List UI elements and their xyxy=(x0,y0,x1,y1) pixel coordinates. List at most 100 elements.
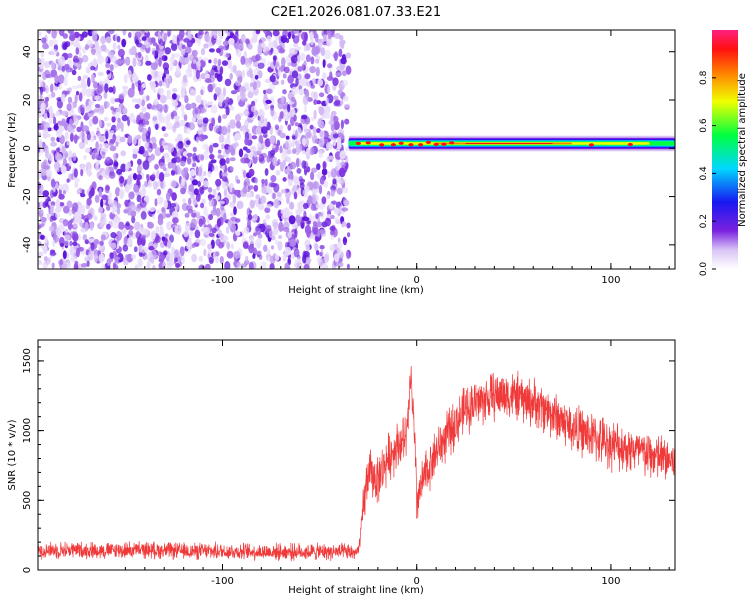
noise-blob xyxy=(183,230,189,238)
noise-blob xyxy=(291,30,299,34)
noise-blob xyxy=(83,155,87,160)
noise-blob xyxy=(108,171,116,179)
noise-blob xyxy=(180,187,186,195)
colorbar-ticks: 0.0 0.2 0.4 0.6 0.8 xyxy=(699,70,716,276)
noise-blob xyxy=(143,228,149,236)
noise-blob xyxy=(48,225,55,232)
noise-blob xyxy=(114,98,121,103)
noise-blob xyxy=(220,204,225,211)
noise-blob xyxy=(80,106,85,114)
noise-blob xyxy=(207,101,213,106)
noise-blob xyxy=(123,260,129,266)
noise-blob xyxy=(297,66,303,72)
noise-blob xyxy=(109,145,117,152)
noise-blob xyxy=(118,93,125,100)
noise-blob xyxy=(48,39,54,47)
noise-blob xyxy=(339,133,345,140)
noise-blob xyxy=(230,243,234,250)
noise-blob xyxy=(120,150,126,157)
noise-blob xyxy=(284,217,288,224)
spectrogram-ylabel: Frequency (Hz) xyxy=(7,112,18,188)
noise-blob xyxy=(145,60,152,66)
noise-blob xyxy=(124,57,131,66)
noise-blob xyxy=(74,181,79,189)
noise-blob xyxy=(208,48,215,53)
noise-blob xyxy=(316,163,321,171)
noise-blob xyxy=(54,152,61,162)
noise-blob xyxy=(49,207,55,217)
noise-blob xyxy=(110,200,118,208)
noise-blob xyxy=(329,225,336,232)
noise-blob xyxy=(310,38,314,46)
noise-blob xyxy=(337,179,343,184)
noise-blob xyxy=(160,180,164,189)
noise-blob xyxy=(82,234,88,241)
noise-blob xyxy=(230,90,238,95)
noise-blob xyxy=(115,141,119,148)
noise-blob xyxy=(106,223,111,230)
noise-blob xyxy=(336,65,343,72)
noise-blob xyxy=(90,243,97,250)
noise-blob xyxy=(330,168,337,178)
noise-blob xyxy=(123,209,129,214)
noise-blob xyxy=(152,180,158,190)
noise-blob xyxy=(138,226,143,234)
signal-hotspot xyxy=(365,141,371,145)
noise-blob xyxy=(103,91,108,99)
noise-blob xyxy=(299,264,303,269)
noise-blob xyxy=(53,85,59,91)
noise-blob xyxy=(147,222,155,229)
noise-blob xyxy=(93,108,99,113)
noise-blob xyxy=(219,170,223,180)
noise-blob xyxy=(274,239,279,245)
noise-blob xyxy=(233,134,238,142)
noise-blob xyxy=(155,44,160,51)
noise-blob xyxy=(169,56,175,64)
noise-blob xyxy=(303,264,310,269)
noise-blob xyxy=(132,57,137,68)
signal-hotspot xyxy=(441,142,447,146)
noise-blob xyxy=(44,235,48,244)
noise-blob xyxy=(306,147,310,155)
noise-blob xyxy=(245,192,253,198)
noise-blob xyxy=(65,90,70,95)
noise-blob xyxy=(167,239,172,249)
noise-blob xyxy=(326,194,330,200)
noise-blob xyxy=(40,169,47,176)
noise-blob xyxy=(82,82,88,90)
noise-blob xyxy=(311,224,319,234)
colorbar: 0.0 0.2 0.4 0.6 0.8 Normalized spectral ampl… xyxy=(699,30,748,276)
noise-blob xyxy=(84,239,90,245)
noise-blob xyxy=(292,35,300,44)
noise-blob xyxy=(260,261,267,269)
noise-blob xyxy=(43,113,48,120)
noise-blob xyxy=(182,74,188,83)
noise-blob xyxy=(67,220,73,230)
noise-blob xyxy=(212,142,219,148)
noise-blob xyxy=(262,45,267,53)
noise-blob xyxy=(215,207,221,217)
noise-blob xyxy=(141,36,147,41)
noise-blob xyxy=(107,30,115,35)
noise-blob xyxy=(122,30,127,36)
noise-blob xyxy=(74,94,78,104)
noise-blob xyxy=(154,163,159,170)
noise-blob xyxy=(246,70,253,78)
y-tick-label: 500 xyxy=(22,491,33,510)
noise-blob xyxy=(298,30,302,33)
noise-blob xyxy=(53,124,59,131)
noise-blob xyxy=(115,230,123,241)
noise-blob xyxy=(125,254,129,260)
noise-blob xyxy=(314,137,319,144)
noise-blob xyxy=(346,263,350,269)
noise-blob xyxy=(229,119,236,129)
noise-blob xyxy=(187,197,192,206)
noise-blob xyxy=(275,169,281,176)
noise-blob xyxy=(340,119,344,130)
noise-blob xyxy=(64,131,69,141)
noise-blob xyxy=(38,202,41,208)
signal-hotspot xyxy=(390,143,396,147)
noise-blob xyxy=(61,263,67,269)
noise-blob xyxy=(208,144,214,154)
noise-blob xyxy=(254,74,259,80)
